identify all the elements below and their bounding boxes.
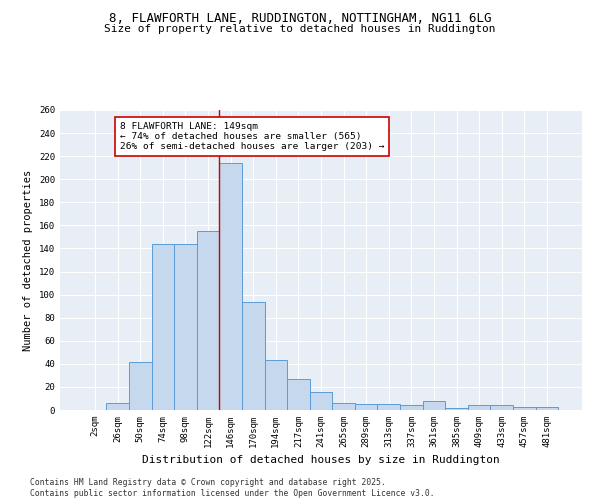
Bar xyxy=(197,231,220,410)
Bar xyxy=(242,302,265,410)
Bar xyxy=(377,404,400,410)
Text: Size of property relative to detached houses in Ruddington: Size of property relative to detached ho… xyxy=(104,24,496,34)
Bar xyxy=(468,406,490,410)
Bar xyxy=(355,404,377,410)
Bar xyxy=(287,379,310,410)
Text: 8 FLAWFORTH LANE: 149sqm
← 74% of detached houses are smaller (565)
26% of semi-: 8 FLAWFORTH LANE: 149sqm ← 74% of detach… xyxy=(120,122,385,152)
Bar xyxy=(513,406,536,410)
Bar xyxy=(106,403,129,410)
Bar xyxy=(536,406,558,410)
Text: Contains HM Land Registry data © Crown copyright and database right 2025.
Contai: Contains HM Land Registry data © Crown c… xyxy=(30,478,434,498)
Bar xyxy=(332,403,355,410)
Bar xyxy=(174,244,197,410)
Y-axis label: Number of detached properties: Number of detached properties xyxy=(23,170,34,350)
Text: 8, FLAWFORTH LANE, RUDDINGTON, NOTTINGHAM, NG11 6LG: 8, FLAWFORTH LANE, RUDDINGTON, NOTTINGHA… xyxy=(109,12,491,26)
Bar xyxy=(152,244,174,410)
Bar xyxy=(400,406,422,410)
Bar xyxy=(129,362,152,410)
Bar xyxy=(422,401,445,410)
Bar xyxy=(265,360,287,410)
Bar xyxy=(220,163,242,410)
X-axis label: Distribution of detached houses by size in Ruddington: Distribution of detached houses by size … xyxy=(142,456,500,466)
Bar xyxy=(490,406,513,410)
Bar xyxy=(310,392,332,410)
Bar xyxy=(445,408,468,410)
